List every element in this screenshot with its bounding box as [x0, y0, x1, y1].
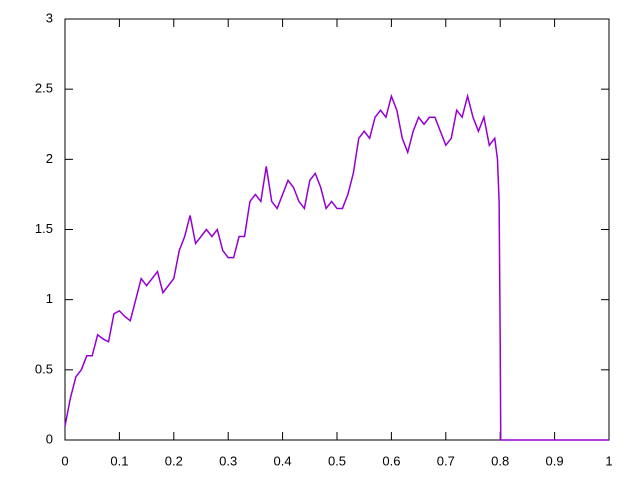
- plot-border: [64, 18, 610, 441]
- x-tick-label: 0.2: [165, 453, 183, 468]
- y-tick-label: 3: [46, 10, 53, 25]
- x-tick-label: 0.1: [110, 453, 128, 468]
- x-tick-label: 0: [61, 453, 68, 468]
- x-tick-label: 0.7: [437, 453, 455, 468]
- y-tick-label: 0: [46, 431, 53, 446]
- x-tick-label: 0.4: [274, 453, 292, 468]
- x-tick-label: 0.3: [219, 453, 237, 468]
- x-tick-label: 0.8: [491, 453, 509, 468]
- y-tick-label: 2: [46, 151, 53, 166]
- data-line: [64, 93, 609, 441]
- y-tick-label: 2.5: [35, 81, 53, 96]
- x-tick-label: 1: [605, 453, 612, 468]
- x-tick-label: 0.6: [382, 453, 400, 468]
- x-tick-label: 0.9: [546, 453, 564, 468]
- y-tick-label: 0.5: [35, 361, 53, 376]
- x-tick-label: 0.5: [328, 453, 346, 468]
- y-tick-label: 1: [46, 291, 53, 306]
- y-tick-label: 1.5: [35, 221, 53, 236]
